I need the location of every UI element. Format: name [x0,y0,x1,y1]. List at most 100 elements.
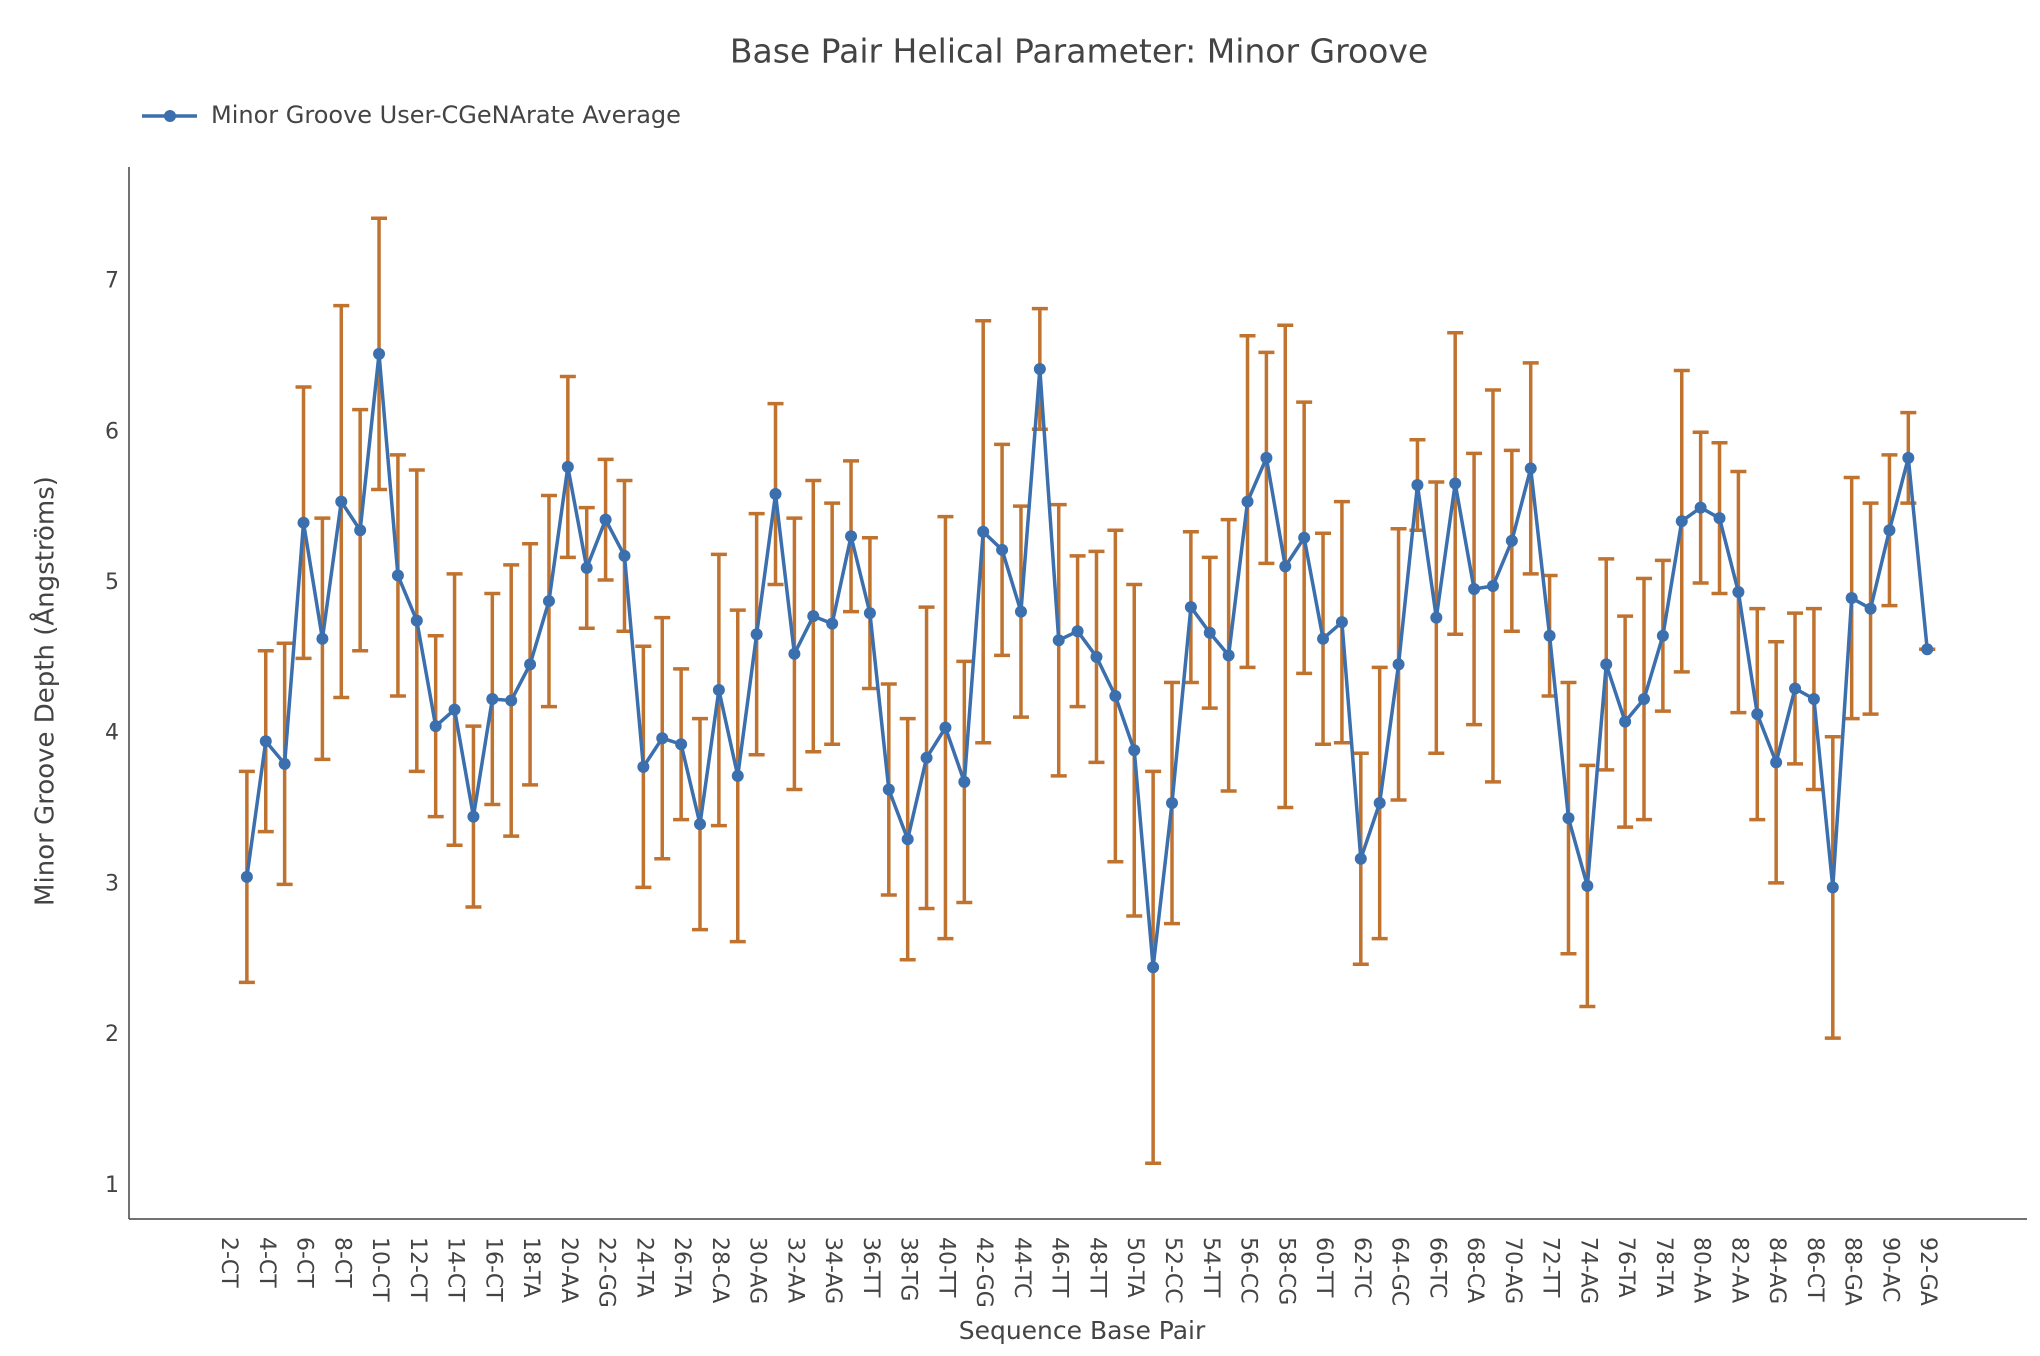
point [297,516,310,529]
point [807,610,820,623]
point [1279,560,1292,573]
point [1052,634,1065,647]
point [1411,479,1424,492]
point [901,833,914,846]
x-tick-label: 36-TT [858,1237,883,1298]
y-tick-label: 5 [105,570,119,595]
x-tick-label: 10-CT [367,1237,392,1302]
point [1619,715,1632,728]
point [448,703,461,716]
point [826,617,839,630]
x-tick-label: 26-TA [669,1237,694,1298]
point [1675,515,1688,528]
point [1883,524,1896,537]
point [863,607,876,620]
x-tick-label: 6-CT [292,1237,317,1288]
y-tick-label: 3 [105,871,119,896]
point [1203,626,1216,639]
x-tick-label: 28-CA [707,1237,732,1303]
point [845,530,858,543]
x-tick-label: 70-AG [1500,1237,1525,1304]
point [939,721,952,734]
point [996,543,1009,556]
x-tick-label: 60-TT [1311,1237,1336,1298]
point [1147,961,1160,974]
point [1033,362,1046,375]
legend-label: Minor Groove User-CGeNArate Average [211,101,681,129]
x-tick-label: 92-GA [1915,1237,1940,1306]
point [1732,586,1745,599]
point [1430,611,1443,624]
x-tick-label: 12-CT [405,1237,430,1302]
x-tick-label: 54-TT [1198,1237,1223,1298]
y-tick-label: 7 [105,269,119,294]
x-tick-label: 18-TA [518,1237,543,1298]
point [1600,658,1613,671]
y-tick-label: 1 [105,1173,119,1198]
point [1486,579,1499,592]
legend-marker [164,110,176,122]
x-tick-label: 24-TA [631,1237,656,1298]
point [1807,693,1820,706]
x-tick-label: 80-AA [1689,1237,1714,1303]
point [1184,601,1197,614]
x-tick-label: 16-CT [480,1237,505,1302]
point [958,775,971,788]
point [580,561,593,574]
x-tick-label: 78-TA [1651,1237,1676,1298]
y-axis-title: Minor Groove Depth (Ångströms) [29,476,61,906]
point [1298,531,1311,544]
x-tick-label: 86-CT [1802,1237,1827,1302]
point [240,870,253,883]
point [373,347,386,360]
point [769,488,782,501]
x-tick-label: 32-AA [782,1237,807,1303]
point [1751,708,1764,721]
x-tick-label: 74-AG [1575,1237,1600,1304]
x-tick-label: 58-CG [1273,1237,1298,1305]
point [1656,629,1669,642]
x-axis-title: Sequence Base Pair [959,1316,1206,1345]
point [542,595,555,608]
point [354,524,367,537]
point [429,720,442,733]
x-tick-label: 44-TC [1009,1237,1034,1298]
x-tick-label: 42-GG [971,1237,996,1308]
point [561,460,574,473]
y-tick-label: 6 [105,419,119,444]
x-tick-label: 76-TA [1613,1237,1638,1298]
series-line [245,352,1929,970]
y-tick-label: 4 [105,721,119,746]
point [750,628,763,641]
point [278,757,291,770]
point [486,693,499,706]
point [920,751,933,764]
x-tick-label: 68-CA [1462,1237,1487,1303]
point [675,738,688,751]
point [1789,682,1802,695]
point [1373,797,1386,810]
point [1468,583,1481,596]
point [1109,690,1122,703]
point [977,525,990,538]
point [1543,629,1556,642]
x-tick-label: 20-AA [556,1237,581,1303]
x-tick-label: 56-CC [1236,1237,1261,1304]
point [316,632,329,645]
x-tick-label: 88-GA [1840,1237,1865,1306]
point [1014,605,1027,618]
x-tick-label: 40-TT [933,1237,958,1298]
x-tick-label: 48-TT [1084,1237,1109,1298]
chart-title: Base Pair Helical Parameter: Minor Groov… [730,32,1428,71]
x-tick-label: 34-AG [820,1237,845,1304]
x-tick-label: 50-TA [1122,1237,1147,1298]
point [1902,451,1915,464]
point [1770,756,1783,769]
point [656,732,669,745]
x-tick-label: 52-CC [1160,1237,1185,1304]
point [694,818,706,831]
x-tick-label: 72-TT [1538,1237,1563,1298]
point [618,549,631,562]
point [259,735,272,748]
